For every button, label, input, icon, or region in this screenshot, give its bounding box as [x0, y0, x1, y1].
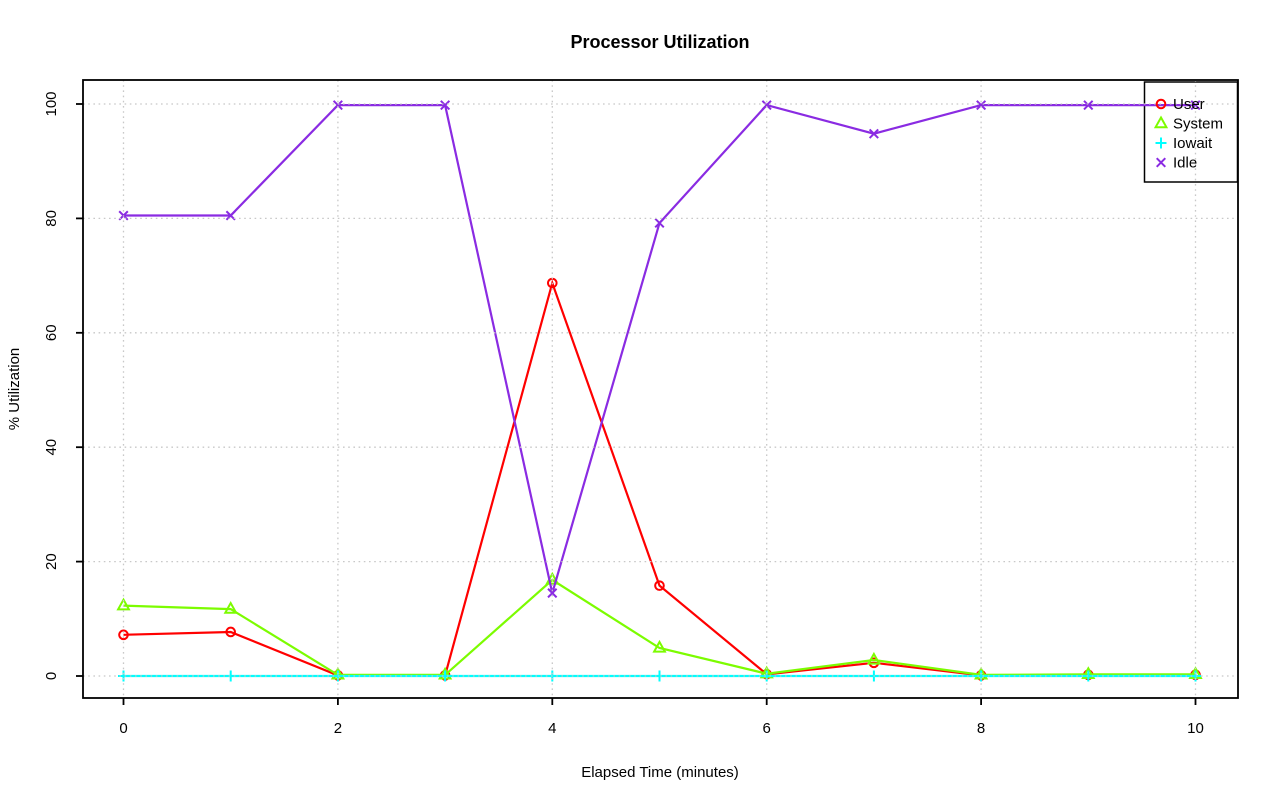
series-idle: [118, 100, 1201, 599]
series-system-triangle-marker: [223, 601, 238, 614]
series-idle-x-marker: [332, 100, 343, 111]
x-axis-label: Elapsed Time (minutes): [581, 764, 739, 781]
y-tick-label: 20: [43, 553, 60, 570]
series-user: [118, 277, 1201, 681]
legend-box: [1143, 81, 1239, 183]
y-tick-label: 0: [43, 672, 60, 680]
legend-item-idle: Idle: [1155, 155, 1197, 172]
series-idle-x-marker: [440, 100, 451, 111]
legend-iowait-plus-marker: [1155, 137, 1167, 149]
legend-item-iowait: Iowait: [1155, 135, 1213, 152]
legend-system-triangle-marker: [1153, 115, 1169, 129]
x-tick-label: 8: [977, 720, 985, 737]
series-idle-x-marker: [868, 128, 879, 139]
plot-border: [82, 79, 1239, 699]
x-tick-label: 4: [548, 720, 556, 737]
series-idle-x-marker: [976, 100, 987, 111]
series-user-circle-marker: [225, 626, 236, 638]
legend-user-circle-marker: [1155, 98, 1167, 110]
legend-label: System: [1173, 116, 1223, 133]
y-tick-label: 100: [43, 91, 60, 116]
series-idle-x-marker: [225, 210, 236, 221]
series-idle-x-marker: [1083, 100, 1094, 111]
series-system-triangle-marker: [652, 639, 667, 653]
y-tick-label: 40: [43, 439, 60, 456]
series-idle-x-marker: [547, 588, 558, 599]
y-axis-label: % Utilization: [6, 348, 23, 431]
legend-label: User: [1173, 96, 1205, 113]
series-idle-line: [123, 103, 1196, 594]
legend-item-user: User: [1155, 96, 1205, 113]
series-idle-x-marker: [654, 217, 665, 228]
x-tick-label: 6: [763, 720, 771, 737]
chart-title: Processor Utilization: [570, 32, 749, 52]
x-tick-label: 0: [119, 720, 127, 737]
legend-idle-x-marker: [1155, 157, 1167, 168]
series-system-triangle-marker: [866, 651, 882, 665]
legend-item-system: System: [1153, 115, 1223, 133]
series-user-line: [123, 279, 1196, 677]
series-iowait: [118, 670, 1201, 682]
series-system-triangle-marker: [116, 597, 131, 611]
x-tick-label: 10: [1187, 720, 1204, 737]
series-user-circle-marker: [654, 580, 665, 591]
series-user-circle-marker: [118, 629, 129, 641]
series-system-line: [123, 578, 1196, 677]
y-tick-label: 60: [43, 324, 60, 341]
x-tick-label: 2: [334, 720, 342, 737]
legend-label: Idle: [1173, 155, 1197, 172]
legend-label: Iowait: [1173, 135, 1213, 152]
y-tick-label: 80: [43, 210, 60, 227]
series-idle-x-marker: [761, 100, 772, 111]
series-idle-x-marker: [1190, 100, 1201, 111]
series-iowait-plus-marker: [439, 670, 451, 682]
